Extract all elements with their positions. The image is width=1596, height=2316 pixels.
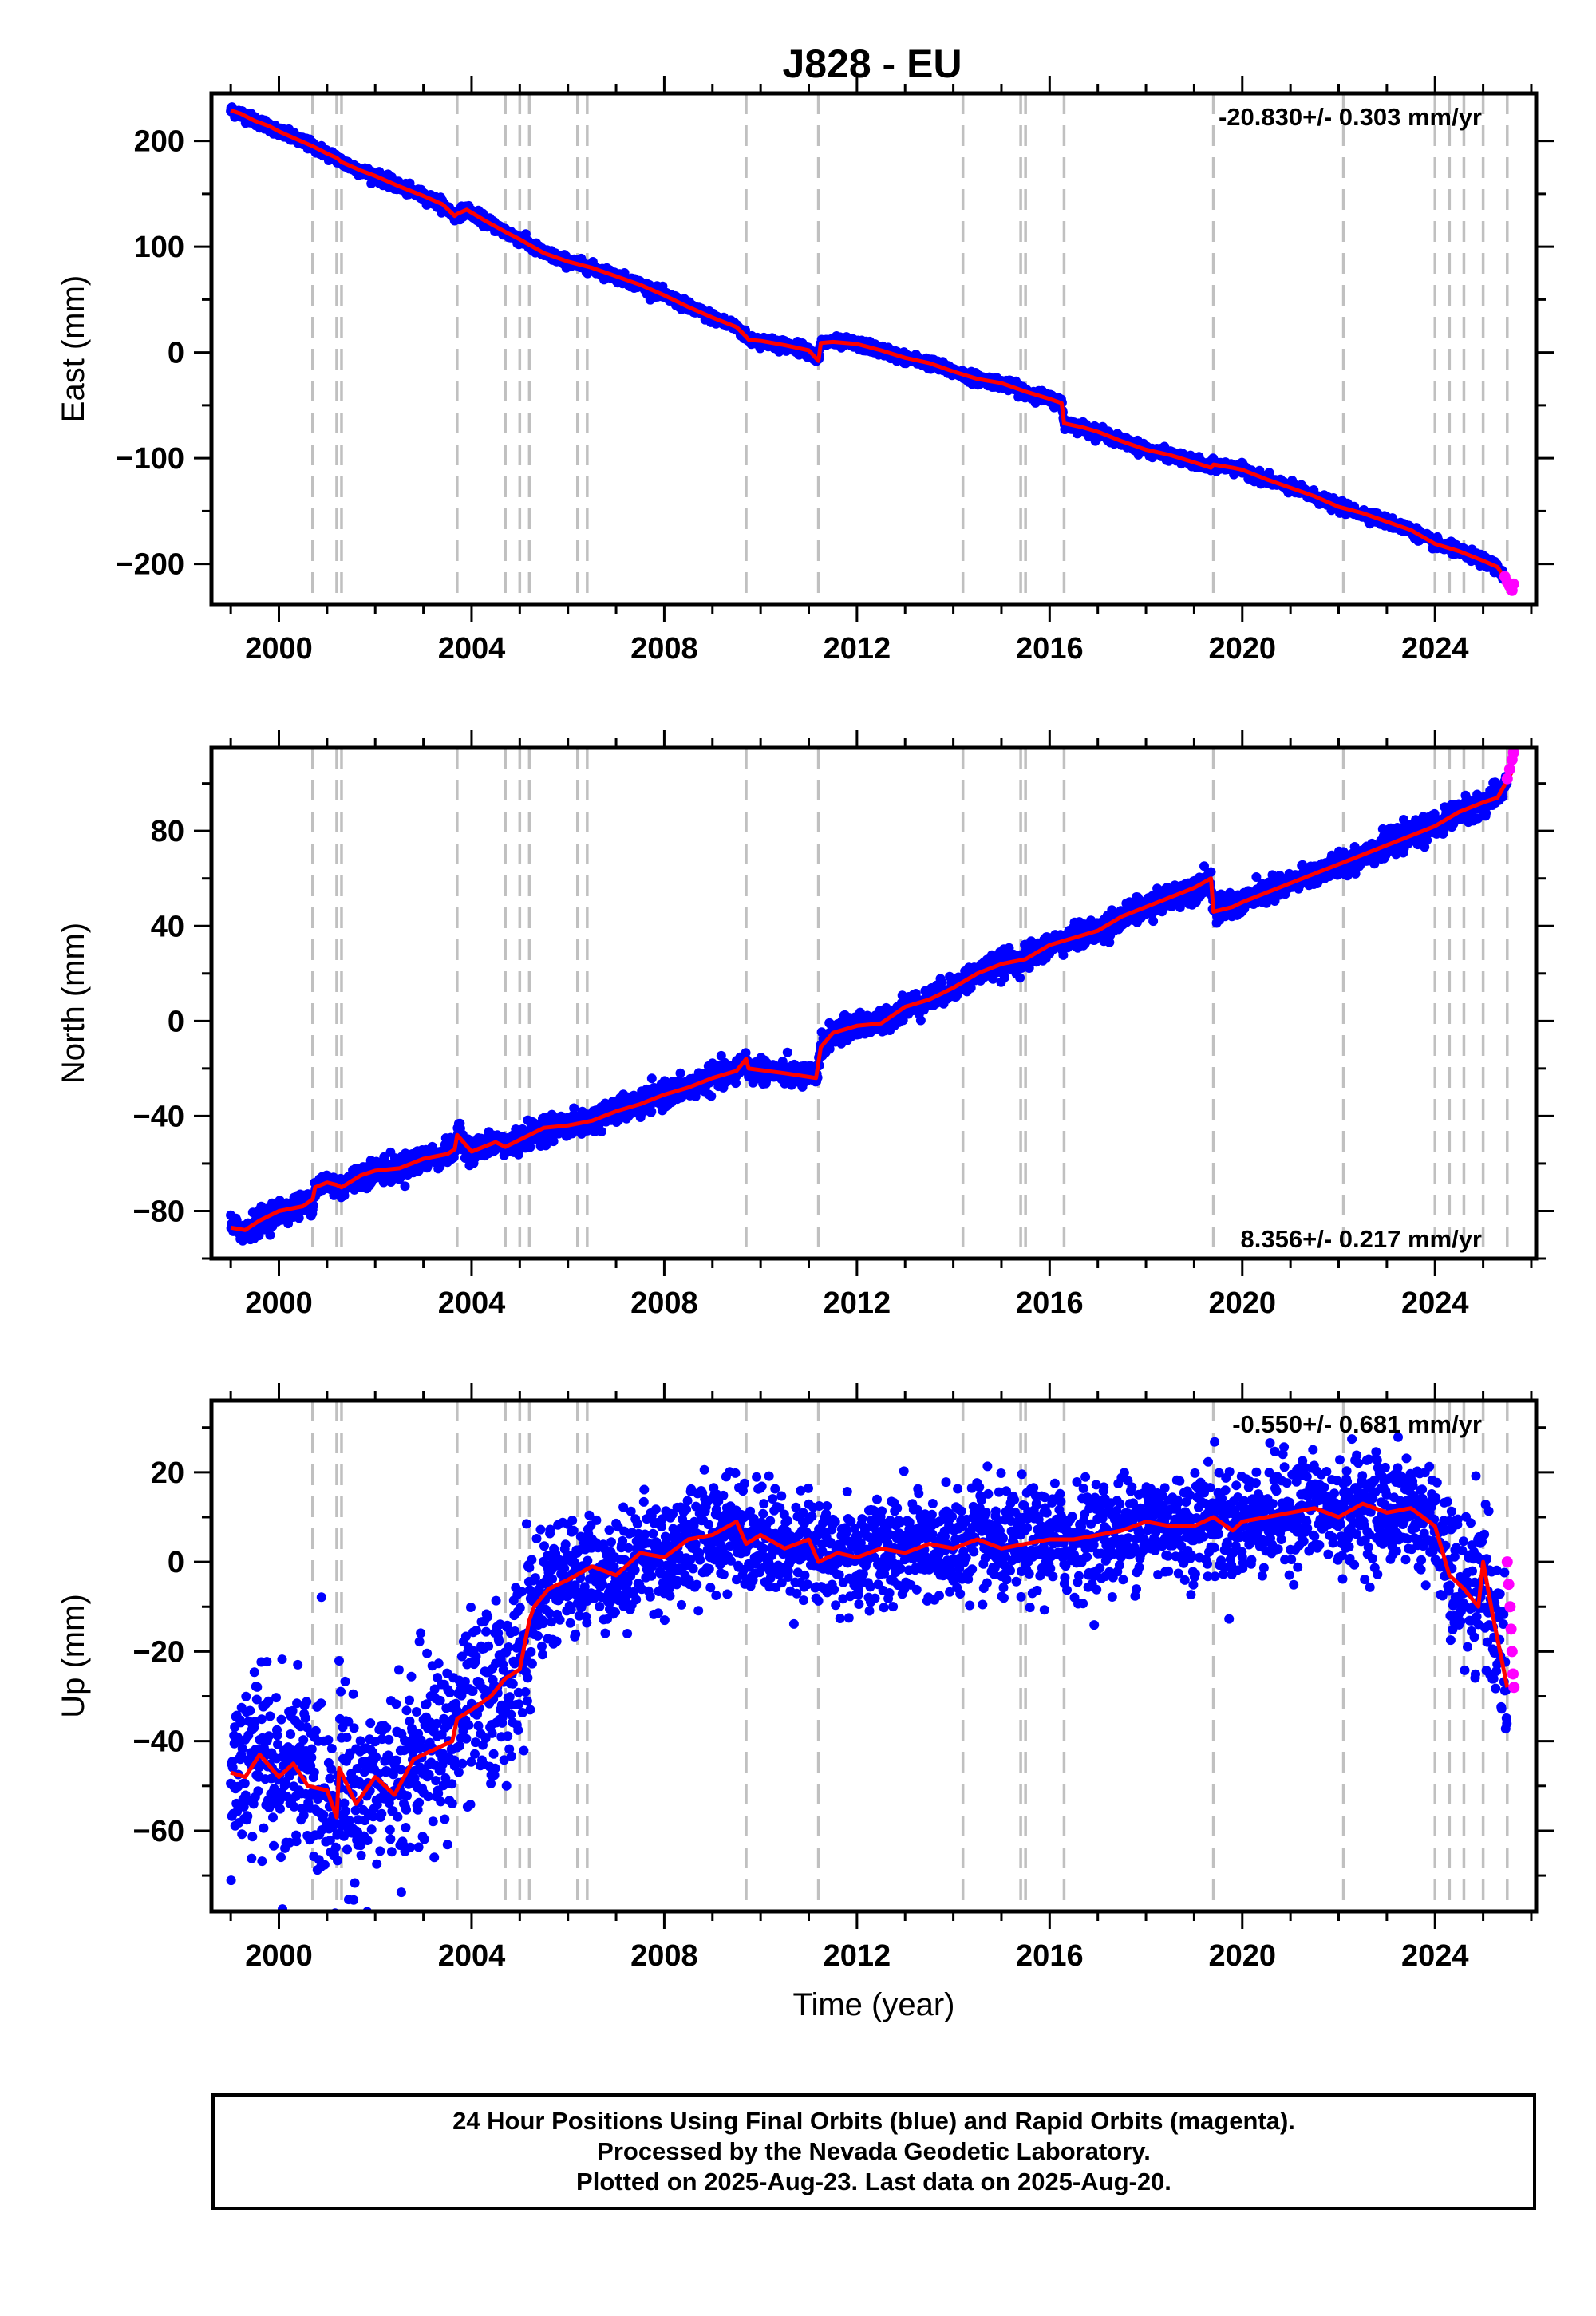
chart-title: J828 - EU — [782, 41, 962, 86]
final-point — [646, 1073, 657, 1084]
y-tick-label: −200 — [116, 548, 184, 582]
x-tick-label: 2024 — [1401, 632, 1469, 666]
final-point — [400, 1181, 410, 1192]
x-tick-label: 2008 — [630, 632, 698, 666]
final-point — [525, 1142, 535, 1152]
x-tick-label: 2004 — [438, 632, 506, 666]
y-tick-label: −100 — [116, 442, 184, 476]
y-tick-label: 200 — [134, 125, 184, 159]
final-points-north — [226, 771, 1512, 1246]
panel-east: 2000 2004 2008 2012 2016 2020 2024 −200 −100 0 100… — [56, 76, 1554, 666]
final-point — [706, 1091, 717, 1101]
rate-label-east: -20.830+/- 0.303 mm/yr — [1219, 103, 1482, 131]
y-tick-label: 0 — [168, 337, 184, 370]
final-point — [596, 1126, 606, 1136]
rapid-points-east — [1499, 571, 1519, 596]
x-tick-label: 2020 — [1209, 632, 1277, 666]
y-tick-label: 100 — [134, 231, 184, 264]
final-point — [646, 1106, 657, 1117]
final-points-east — [226, 102, 1510, 584]
final-point — [294, 1213, 304, 1223]
final-point — [675, 1068, 685, 1078]
final-point — [513, 1149, 523, 1160]
final-point — [569, 1103, 579, 1113]
model-line-east — [230, 108, 1511, 587]
frame-east — [209, 91, 1539, 607]
rapid-point — [1507, 578, 1519, 590]
panel-north: 2000 2004 2008 2012 2016 2020 2024−80−4004080N… — [56, 730, 1554, 1320]
y-axis-title: East (mm) — [56, 275, 91, 422]
x-tick-label: 2012 — [824, 632, 891, 666]
plot-area-east — [226, 93, 1519, 604]
final-point — [265, 1230, 275, 1240]
final-point — [238, 1235, 248, 1246]
x-tick-label: 2016 — [1016, 632, 1084, 666]
final-point — [548, 1136, 559, 1147]
plot-area-north — [226, 748, 1519, 1259]
final-point — [308, 1200, 318, 1211]
x-tick-label: 2000 — [245, 632, 313, 666]
final-point — [782, 1047, 792, 1057]
panels-group: 2000 2004 2008 2012 2016 2020 2024 −200 −100 0 100… — [56, 76, 1554, 2022]
final-point — [731, 1078, 741, 1089]
